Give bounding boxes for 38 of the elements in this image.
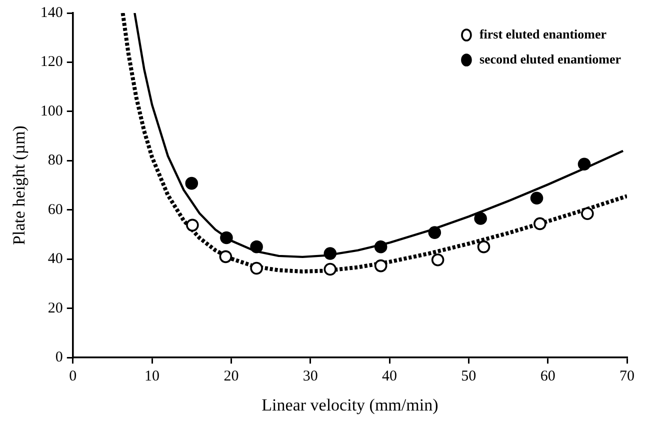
- x-tick-label: 40: [382, 368, 398, 385]
- point: [477, 240, 490, 254]
- point: [578, 158, 591, 171]
- legend-label: second eluted enantiomer: [479, 51, 622, 66]
- y-tick-label: 20: [48, 300, 63, 316]
- x-axis-title: Linear velocity (mm/min): [262, 395, 438, 414]
- x-tick-label: 70: [620, 368, 634, 385]
- x-tick-label: 20: [224, 368, 239, 385]
- point: [530, 192, 544, 204]
- x-tick-label: 50: [461, 368, 476, 385]
- point: [250, 240, 263, 254]
- point: [431, 253, 444, 266]
- y-tick-label: 80: [48, 152, 63, 169]
- point: [186, 218, 199, 232]
- point: [185, 176, 198, 190]
- x-tick-label: 30: [302, 368, 318, 385]
- point: [534, 217, 546, 230]
- point: [250, 262, 263, 275]
- y-axis-title: Plate height (µm): [10, 126, 29, 245]
- y-tick-label: 40: [48, 251, 63, 268]
- y-tick-label: 100: [40, 103, 63, 120]
- point: [324, 247, 337, 260]
- x-tick-label: 0: [69, 368, 77, 385]
- point: [374, 240, 388, 254]
- y-tick-label: 140: [40, 4, 63, 21]
- point: [374, 259, 388, 272]
- point: [219, 250, 232, 264]
- y-tick-label: 120: [40, 54, 63, 70]
- y-tick-label: 60: [48, 202, 63, 218]
- y-tick-label: 0: [55, 350, 63, 366]
- point: [220, 231, 233, 244]
- x-tick-label: 60: [540, 368, 556, 385]
- x-tick-label: 10: [144, 368, 160, 385]
- point: [428, 226, 442, 239]
- point: [581, 207, 594, 220]
- legend-label: first eluted enantiomer: [479, 26, 607, 42]
- point: [474, 212, 487, 225]
- point: [324, 262, 337, 276]
